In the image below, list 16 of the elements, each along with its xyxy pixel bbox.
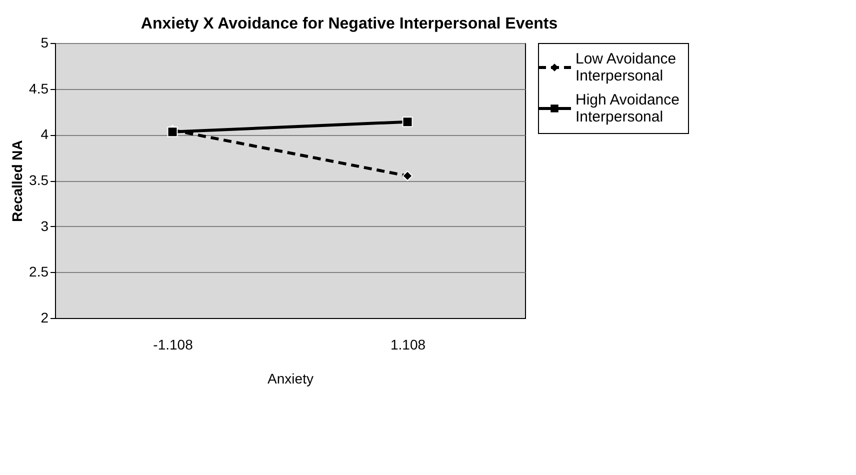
legend-label: High Avoidance Interpersonal: [576, 91, 680, 126]
legend-label: Low Avoidance Interpersonal: [576, 50, 676, 85]
x-axis-title: Anxiety: [268, 370, 314, 386]
y-tick-label: 3: [40, 218, 49, 234]
point: [402, 116, 413, 128]
y-tick-label: 4.5: [29, 80, 49, 96]
y-tick-label: 2: [40, 310, 49, 326]
y-tick-label: 2.5: [29, 264, 49, 280]
x-tick-label: 1.108: [390, 336, 426, 352]
y-tick-label: 5: [40, 34, 49, 50]
chart-title: Anxiety X Avoidance for Negative Interpersonal Events: [140, 16, 558, 32]
x-tick-label: -1.108: [153, 336, 194, 352]
y-axis-title: Recalled NA: [9, 140, 26, 222]
y-tick-label: 4: [40, 126, 49, 142]
point: [402, 170, 413, 182]
y-tick-label: 3.5: [29, 172, 49, 188]
